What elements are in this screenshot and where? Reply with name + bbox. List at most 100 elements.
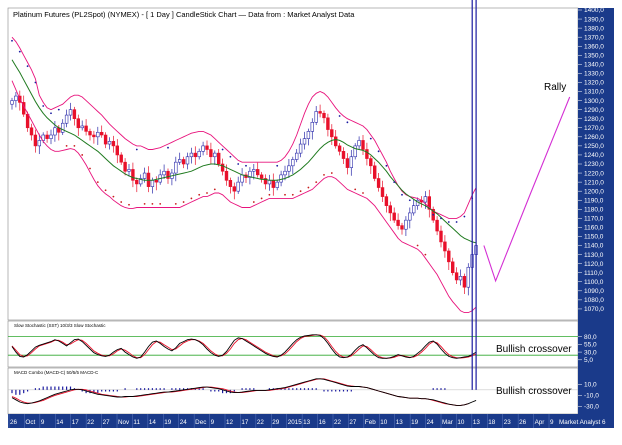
price-axis-tick-label: 1200,0 [584, 188, 604, 195]
candle [326, 113, 330, 137]
stochastic-k-line [11, 334, 477, 359]
x-axis-label: 18 [488, 419, 496, 426]
x-axis-layer: 26 Oct 9 14 17 22 27 Nov 11 14 19 24 Dec 9 12 17 22 29 201… [8, 414, 606, 428]
candle [404, 216, 408, 237]
macd-axis-tick-label: 10,0 [584, 382, 597, 389]
candle [380, 180, 385, 203]
x-axis-label: 17 [72, 419, 80, 426]
x-axis-label: 9 [41, 419, 45, 426]
x-axis-label: 27 [103, 419, 111, 426]
candle [236, 176, 240, 194]
candle [435, 216, 439, 236]
price-axis-tick-label: 1270,0 [584, 125, 604, 132]
x-axis-label: 9 [211, 419, 215, 426]
price-axis-tick-label: 1240,0 [584, 152, 604, 159]
x-axis-label: 10 [457, 419, 465, 426]
candle [337, 143, 342, 156]
price-axis-tick-label: 1180,0 [584, 206, 604, 213]
candle [84, 119, 88, 136]
candle [384, 193, 389, 213]
candle [68, 102, 73, 121]
candle [213, 150, 217, 165]
stochastic-panel-title: Slow Stochastic (SST) 10/3/3 Slow Stocha… [14, 323, 106, 328]
sar-dot [416, 244, 419, 247]
sar-dot [42, 105, 45, 107]
candle [189, 147, 194, 164]
price-axis-tick-label: 1320,0 [584, 80, 604, 87]
x-axis-label: 22 [257, 419, 265, 426]
macd-line [11, 378, 477, 406]
stochastic-crossover-annotation: Bullish crossover [496, 344, 572, 355]
sar-dot [213, 188, 216, 191]
candle [228, 177, 233, 194]
candle [131, 162, 135, 188]
sar-dot [338, 115, 341, 117]
candle [205, 140, 209, 155]
stochastic-axis-tick-label: 5,0 [584, 357, 593, 364]
sar-dot [198, 193, 201, 196]
candle [365, 142, 369, 166]
candle [294, 149, 299, 163]
x-axis-label: Oct [25, 419, 35, 426]
x-axis-label: 22 [87, 419, 95, 426]
moving-average-line [11, 59, 477, 244]
price-axis-tick-label: 1310,0 [584, 89, 604, 96]
sar-dot [330, 172, 333, 174]
price-axis-tick-label: 1070,0 [584, 306, 604, 313]
sar-dot [229, 155, 232, 158]
sar-dot [424, 253, 427, 256]
sar-dot [385, 164, 388, 167]
macd-crossover-annotation: Bullish crossover [496, 386, 572, 397]
stochastic-d-line [11, 334, 477, 359]
stochastic-axis-tick-label: 80,0 [584, 334, 597, 341]
sar-dot [346, 121, 349, 124]
sar-dot [393, 181, 396, 184]
sar-dot [252, 201, 255, 203]
candle [318, 104, 322, 118]
price-axis-tick-label: 1120,0 [584, 261, 604, 268]
x-axis-label: 14 [149, 419, 157, 426]
sar-dot [143, 202, 146, 205]
x-axis-label: Apr [535, 419, 545, 426]
x-axis-label: 26 [10, 419, 18, 426]
y-axis-bar [578, 8, 614, 414]
candle [181, 156, 186, 169]
candle [392, 207, 396, 223]
candle [443, 235, 447, 258]
price-axis-tick-label: 1370,0 [584, 34, 604, 41]
candle [107, 137, 112, 150]
candle [361, 135, 365, 155]
sar-dot [26, 65, 29, 68]
x-axis-label: 11 [133, 419, 140, 426]
sar-dot [65, 144, 68, 147]
x-axis-label: 14 [56, 419, 64, 426]
x-axis-label: 19 [411, 419, 419, 426]
candle [45, 130, 49, 143]
price-axis-tick-label: 1280,0 [584, 116, 604, 123]
sar-dot [206, 192, 208, 194]
candle [64, 109, 69, 128]
candle [232, 182, 236, 200]
candle [72, 106, 77, 126]
rally-annotation: Rally [544, 82, 567, 93]
candle [330, 124, 334, 145]
sar-dot [377, 150, 380, 153]
price-axis-tick-label: 1340,0 [584, 62, 604, 69]
price-axis-tick-label: 1330,0 [584, 71, 604, 78]
sar-dot [135, 148, 138, 151]
x-axis-bar [8, 414, 614, 428]
sar-dot [401, 193, 403, 196]
x-axis-label: 13 [396, 419, 404, 426]
sar-dot [307, 186, 310, 189]
candle [33, 129, 38, 153]
price-axis-tick-label: 1210,0 [584, 179, 604, 186]
candle [154, 176, 158, 191]
candle [427, 189, 431, 218]
watermark-label: Market Analyst 6 [559, 419, 606, 426]
sar-dot [18, 50, 21, 53]
candle [396, 213, 400, 230]
candle [92, 130, 96, 144]
candle [193, 146, 197, 165]
candle [162, 164, 166, 179]
candle [458, 269, 463, 286]
